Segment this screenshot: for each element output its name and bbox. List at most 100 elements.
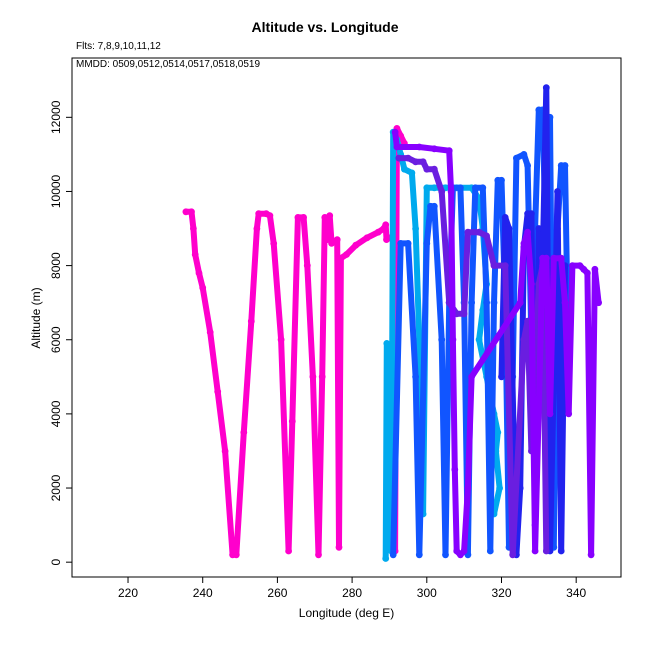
y-tick-label: 2000: [49, 474, 63, 501]
series-3-point: [423, 240, 431, 247]
series-5-point: [430, 165, 438, 173]
series-1-point: [382, 221, 390, 229]
series-4-point: [528, 210, 535, 218]
dates-annotation: MMDD: 0509,0512,0514,0517,0518,0519: [76, 59, 261, 70]
series-3-point: [438, 336, 446, 344]
y-axis-label: Altitude (m): [29, 287, 43, 349]
flights-annotation: Flts: 7,8,9,10,11,12: [76, 41, 161, 52]
series-1-point: [188, 208, 195, 216]
series-5-point: [412, 158, 419, 166]
series-1-point: [328, 240, 335, 247]
series-3-point: [483, 299, 490, 307]
series-3-point: [471, 184, 479, 192]
x-axis-label: Longitude (deg E): [298, 606, 395, 620]
series-1-point: [221, 447, 229, 455]
series-1-point: [182, 208, 190, 216]
series-6-point: [528, 280, 535, 288]
series-1-point: [285, 547, 292, 555]
series-6-point: [447, 188, 455, 195]
series-1-point: [288, 417, 296, 425]
series-1-point: [294, 214, 302, 221]
series-1-point: [232, 551, 240, 559]
series-1-point: [343, 251, 350, 258]
series-1-point: [309, 373, 317, 381]
series-layer: [182, 84, 602, 562]
x-tick-label: 220: [118, 586, 138, 600]
series-6-point: [550, 254, 558, 262]
series-1-point: [266, 212, 274, 220]
series-1-point: [326, 212, 334, 220]
series-6-point: [451, 466, 459, 473]
y-tick-label: 12000: [49, 100, 63, 134]
series-2-point: [475, 336, 483, 344]
series-1-point: [255, 210, 263, 218]
series-3-point: [498, 176, 505, 184]
series-6-point: [449, 336, 457, 344]
series-4-point: [505, 225, 513, 232]
series-6-point: [464, 484, 472, 492]
series-6-point: [569, 262, 576, 269]
series-6-point: [460, 547, 468, 555]
y-tick-label: 0: [49, 559, 63, 566]
series-3-point: [457, 184, 464, 192]
series-5-point: [509, 551, 517, 559]
series-1-point: [374, 228, 382, 236]
series-6-point: [587, 551, 595, 559]
axis-layer: 220 240 260 280 300 320 340 0 2000 4000 6000 8000 10…: [49, 100, 587, 600]
series-5-line: [395, 155, 550, 558]
series-1-point: [300, 214, 307, 221]
series-3-point: [389, 551, 397, 559]
series-3-point: [442, 551, 449, 559]
series-2-point: [382, 555, 390, 562]
series-1-line: [182, 125, 408, 558]
series-6-point: [546, 410, 554, 418]
series-3-point: [486, 547, 494, 555]
series-6-point: [415, 143, 423, 151]
x-tick-label: 260: [267, 586, 287, 600]
series-6-point: [561, 299, 569, 307]
series-1-point: [190, 225, 197, 232]
series-2-point: [415, 336, 423, 344]
series-6-point: [591, 265, 599, 273]
series-6: [391, 128, 602, 559]
series-4-point: [557, 547, 565, 555]
series-1-point: [191, 251, 199, 258]
series-1-point: [352, 241, 360, 249]
series-1: [182, 124, 408, 559]
series-6-point: [430, 145, 438, 153]
series-5-point: [542, 547, 550, 555]
series-3-point: [412, 373, 419, 381]
series-1-point: [195, 269, 203, 277]
series-1-point: [383, 236, 390, 244]
series-6-point: [584, 269, 591, 277]
series-3-point: [430, 202, 438, 210]
series-6-point: [393, 143, 401, 151]
x-tick-label: 240: [193, 586, 213, 600]
series-3-point: [397, 240, 405, 247]
series-5-point: [423, 165, 431, 173]
series-2-point: [401, 165, 408, 173]
series-2-point: [383, 340, 391, 347]
series-6-point: [595, 299, 602, 307]
y-tick-label: 8000: [49, 252, 63, 279]
series-1-point: [240, 429, 248, 436]
series-4-point: [554, 188, 561, 195]
series-1-point: [247, 317, 255, 325]
series-3-point: [490, 299, 498, 307]
series-4-point: [501, 214, 509, 221]
series-2-point: [412, 225, 419, 232]
x-tick-label: 320: [491, 586, 511, 600]
series-5-point: [438, 188, 446, 195]
series-6-point: [520, 240, 528, 247]
chart-title: Altitude vs. Longitude: [251, 19, 399, 35]
series-4-point: [542, 84, 550, 92]
series-1-point: [199, 284, 207, 292]
series-1-point: [363, 234, 371, 242]
series-5-point: [520, 336, 528, 344]
series-6-point: [391, 128, 399, 136]
y-tick-label: 10000: [49, 174, 63, 208]
series-1-point: [214, 388, 222, 395]
series-6-point: [542, 254, 550, 262]
series-1-point: [333, 236, 341, 244]
